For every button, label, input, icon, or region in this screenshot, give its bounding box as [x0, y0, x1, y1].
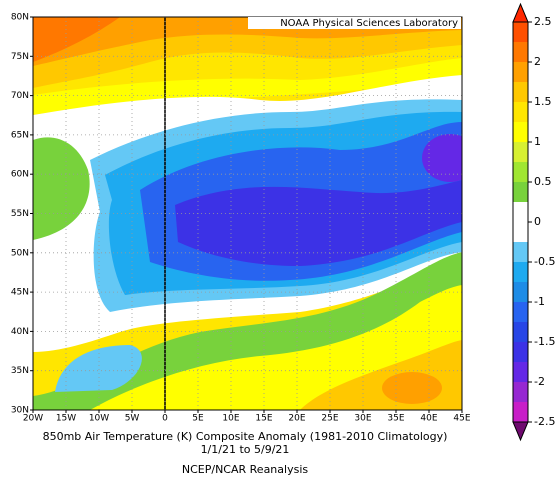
- colorbar-bin: [513, 142, 528, 162]
- colorbar-bin: [513, 362, 528, 382]
- colorbar-bin: [513, 62, 528, 82]
- colorbar-bin: [513, 342, 528, 362]
- colorbar-bin: [513, 42, 528, 62]
- lon-label: 25E: [321, 414, 338, 424]
- colorbar: 2.5 2 1.5 1 0.5 0 -0.5 -1 -1.5 -2 -2.5: [512, 2, 555, 442]
- colorbar-tick-label: -2: [534, 375, 545, 388]
- colorbar-bin: [513, 382, 528, 402]
- lon-label: 20W: [23, 414, 43, 424]
- colorbar-bin: [513, 222, 528, 242]
- lat-label: 35N: [11, 366, 29, 376]
- date-range: 1/1/21 to 5/9/21: [201, 443, 290, 456]
- colorbar-bin: [513, 82, 528, 102]
- colorbar-tick-label: 2.5: [534, 15, 552, 28]
- lon-label: 0: [162, 414, 168, 424]
- colorbar-tick-label: -1: [534, 295, 545, 308]
- colorbar-bin: [513, 262, 528, 282]
- lon-label: 10W: [89, 414, 109, 424]
- colorbar-tick-label: 1: [534, 135, 541, 148]
- lat-label: 80N: [11, 13, 29, 23]
- lon-label: 30E: [354, 414, 371, 424]
- colorbar-bin: [513, 282, 528, 302]
- lon-label: 5E: [192, 414, 204, 424]
- colorbar-tick-label: -2.5: [534, 415, 555, 428]
- credit-box: [248, 17, 461, 29]
- colorbar-bin: [513, 322, 528, 342]
- lat-label: 50N: [11, 248, 29, 258]
- colorbar-tick-label: 2: [534, 55, 541, 68]
- lon-label: 15E: [255, 414, 272, 424]
- lon-label: 10E: [222, 414, 239, 424]
- lat-label: 45N: [11, 288, 29, 298]
- colorbar-bin: [513, 202, 528, 222]
- lat-label: 55N: [11, 209, 29, 219]
- map-title: 850mb Air Temperature (K) Composite Anom…: [43, 430, 448, 443]
- colorbar-bin: [513, 182, 528, 202]
- lat-label: 40N: [11, 327, 29, 337]
- colorbar-bin: [513, 122, 528, 142]
- colorbar-tick-label: 1.5: [534, 95, 552, 108]
- data-source: NCEP/NCAR Reanalysis: [182, 463, 308, 476]
- graticule: 20W 15W 10W 5W 0 5E 10E 15E 20E 25E 30E 35E 40E 45E 30…: [11, 13, 471, 424]
- colorbar-bin: [513, 242, 528, 262]
- anomaly-field: [33, 17, 462, 410]
- lat-label: 65N: [11, 130, 29, 140]
- lat-label: 70N: [11, 91, 29, 101]
- colorbar-tick-label: 0.5: [534, 175, 552, 188]
- lat-label: 60N: [11, 170, 29, 180]
- lon-label: 5W: [125, 414, 140, 424]
- colorbar-bin: [513, 402, 528, 422]
- lon-label: 20E: [288, 414, 305, 424]
- map-frame: [32, 16, 463, 411]
- colorbar-low-triangle: [512, 421, 529, 442]
- lon-label: 15W: [56, 414, 76, 424]
- lon-label: 35E: [387, 414, 404, 424]
- lat-label: 30N: [11, 406, 29, 416]
- lon-label: 45E: [453, 414, 470, 424]
- credit: NOAA Physical Sciences Laboratory: [280, 18, 458, 29]
- colorbar-tick-label: 0: [534, 215, 541, 228]
- lat-label: 75N: [11, 52, 29, 62]
- colorbar-tick-label: -0.5: [534, 255, 555, 268]
- colorbar-bin: [513, 22, 528, 42]
- colorbar-bin: [513, 302, 528, 322]
- colorbar-tick-label: -1.5: [534, 335, 555, 348]
- colorbar-bin: [513, 102, 528, 122]
- colorbar-bin: [513, 162, 528, 182]
- colorbar-high-triangle: [512, 2, 529, 23]
- lon-label: 40E: [420, 414, 437, 424]
